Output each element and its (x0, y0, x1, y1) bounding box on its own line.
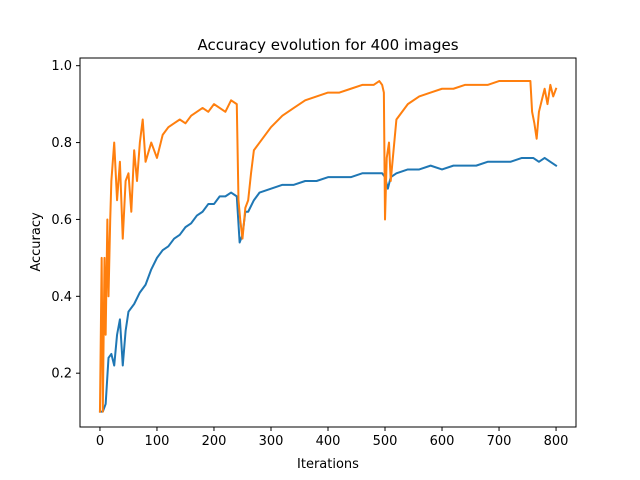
chart-title: Accuracy evolution for 400 images (197, 36, 458, 54)
series-line-1 (98, 156, 558, 413)
x-tick-label: 400 (316, 434, 341, 449)
x-tick-label: 800 (544, 434, 569, 449)
x-tick-label: 500 (373, 434, 398, 449)
y-tick-label: 0.4 (51, 290, 72, 305)
x-tick-label: 600 (430, 434, 455, 449)
x-tick-label: 300 (259, 434, 284, 449)
x-tick-label: 200 (202, 434, 227, 449)
x-tick-label: 100 (145, 434, 170, 449)
y-axis-label: Accuracy (29, 212, 44, 272)
x-axis-label: Iterations (297, 457, 359, 472)
y-tick-label: 0.6 (51, 213, 72, 228)
x-tick-label: 0 (96, 434, 104, 449)
series-line-2 (98, 80, 558, 413)
y-tick-label: 1.0 (51, 59, 72, 74)
x-tick-label: 700 (487, 434, 512, 449)
y-tick-label: 0.2 (51, 367, 72, 382)
y-tick-label: 0.8 (51, 136, 72, 151)
plot-area: 0 100 200 300 400 500 600 700 800 0.2 0.4 0.6 0.8 1.0 (51, 57, 577, 449)
